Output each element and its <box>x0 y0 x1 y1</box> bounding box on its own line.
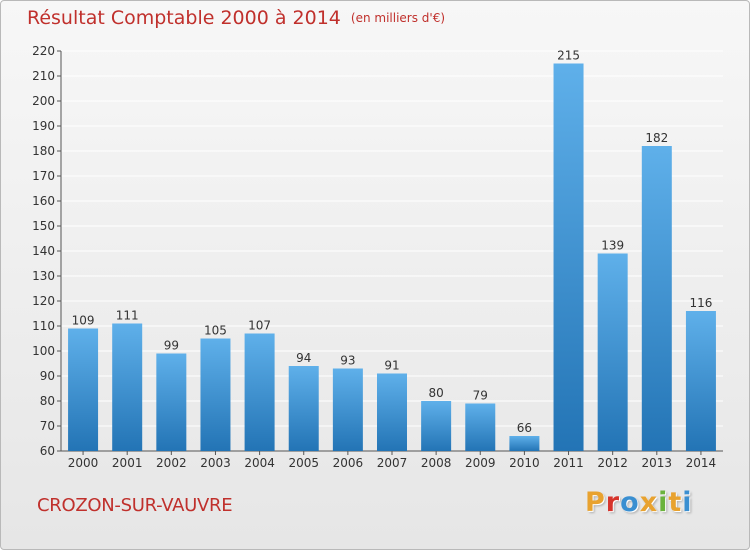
bar-value-label: 99 <box>164 339 179 353</box>
y-tick-label: 60 <box>40 444 55 458</box>
logo-letter: o <box>620 487 640 518</box>
bar <box>332 368 363 451</box>
bar-value-label: 66 <box>517 421 532 435</box>
chart-unit: (en milliers d'€) <box>350 11 446 25</box>
bar <box>509 436 540 451</box>
x-tick-label: 2011 <box>553 456 584 470</box>
chart-title: Résultat Comptable 2000 à 2014 (en millie… <box>27 7 445 29</box>
proxiti-logo: Proxiti <box>585 487 693 518</box>
logo-letter: i <box>658 487 669 518</box>
y-tick-label: 200 <box>32 94 55 108</box>
bar <box>244 333 275 451</box>
chart-title-text: Résultat Comptable 2000 à 2014 <box>27 7 341 29</box>
logo-letter: r <box>605 487 621 518</box>
y-tick-label: 180 <box>32 144 55 158</box>
bar-value-label: 94 <box>296 351 311 365</box>
x-tick-label: 2004 <box>244 456 275 470</box>
x-tick-label: 2000 <box>68 456 99 470</box>
bar <box>377 373 407 451</box>
bar <box>68 328 99 451</box>
y-tick-label: 100 <box>32 344 55 358</box>
bar-value-label: 116 <box>689 296 712 310</box>
bar <box>685 311 716 451</box>
bar <box>465 403 496 451</box>
bar <box>421 401 452 451</box>
x-tick-label: 2008 <box>421 456 452 470</box>
y-tick-label: 130 <box>32 269 55 283</box>
logo-letter: t <box>668 487 683 518</box>
commune-name: CROZON-SUR-VAUVRE <box>37 495 233 516</box>
logo-letter: x <box>639 487 659 518</box>
x-tick-label: 2009 <box>465 456 496 470</box>
bar-value-label: 215 <box>557 49 580 63</box>
y-tick-label: 140 <box>32 244 55 258</box>
x-tick-label: 2012 <box>597 456 628 470</box>
bar-value-label: 79 <box>473 389 488 403</box>
x-tick-label: 2010 <box>509 456 540 470</box>
bar <box>553 63 584 451</box>
bar-value-label: 109 <box>72 314 95 328</box>
x-tick-label: 2001 <box>112 456 143 470</box>
x-tick-label: 2014 <box>686 456 717 470</box>
bar-value-label: 111 <box>116 309 139 323</box>
y-tick-label: 90 <box>40 369 55 383</box>
bar <box>288 366 319 451</box>
x-tick-label: 2013 <box>642 456 673 470</box>
bar-value-label: 182 <box>645 131 668 145</box>
y-tick-label: 70 <box>40 419 55 433</box>
y-tick-label: 220 <box>32 44 55 58</box>
y-tick-label: 190 <box>32 119 55 133</box>
y-tick-label: 120 <box>32 294 55 308</box>
y-tick-label: 110 <box>32 319 55 333</box>
bar-value-label: 80 <box>428 386 443 400</box>
x-tick-label: 2002 <box>156 456 187 470</box>
y-tick-label: 150 <box>32 219 55 233</box>
y-tick-label: 170 <box>32 169 55 183</box>
bar-value-label: 107 <box>248 319 271 333</box>
x-tick-label: 2003 <box>200 456 231 470</box>
logo-letter: i <box>682 487 693 518</box>
bar <box>200 338 231 451</box>
bar-value-label: 139 <box>601 239 624 253</box>
y-tick-label: 210 <box>32 69 55 83</box>
logo-letter: P <box>585 487 606 518</box>
bar <box>597 253 628 451</box>
bar-value-label: 105 <box>204 324 227 338</box>
bar <box>112 323 143 451</box>
x-tick-label: 2006 <box>333 456 364 470</box>
x-tick-label: 2007 <box>377 456 408 470</box>
bar <box>641 146 672 451</box>
x-tick-label: 2005 <box>288 456 319 470</box>
y-tick-label: 80 <box>40 394 55 408</box>
bar-value-label: 91 <box>384 359 399 373</box>
y-tick-label: 160 <box>32 194 55 208</box>
bar <box>156 353 187 451</box>
bar-value-label: 93 <box>340 354 355 368</box>
